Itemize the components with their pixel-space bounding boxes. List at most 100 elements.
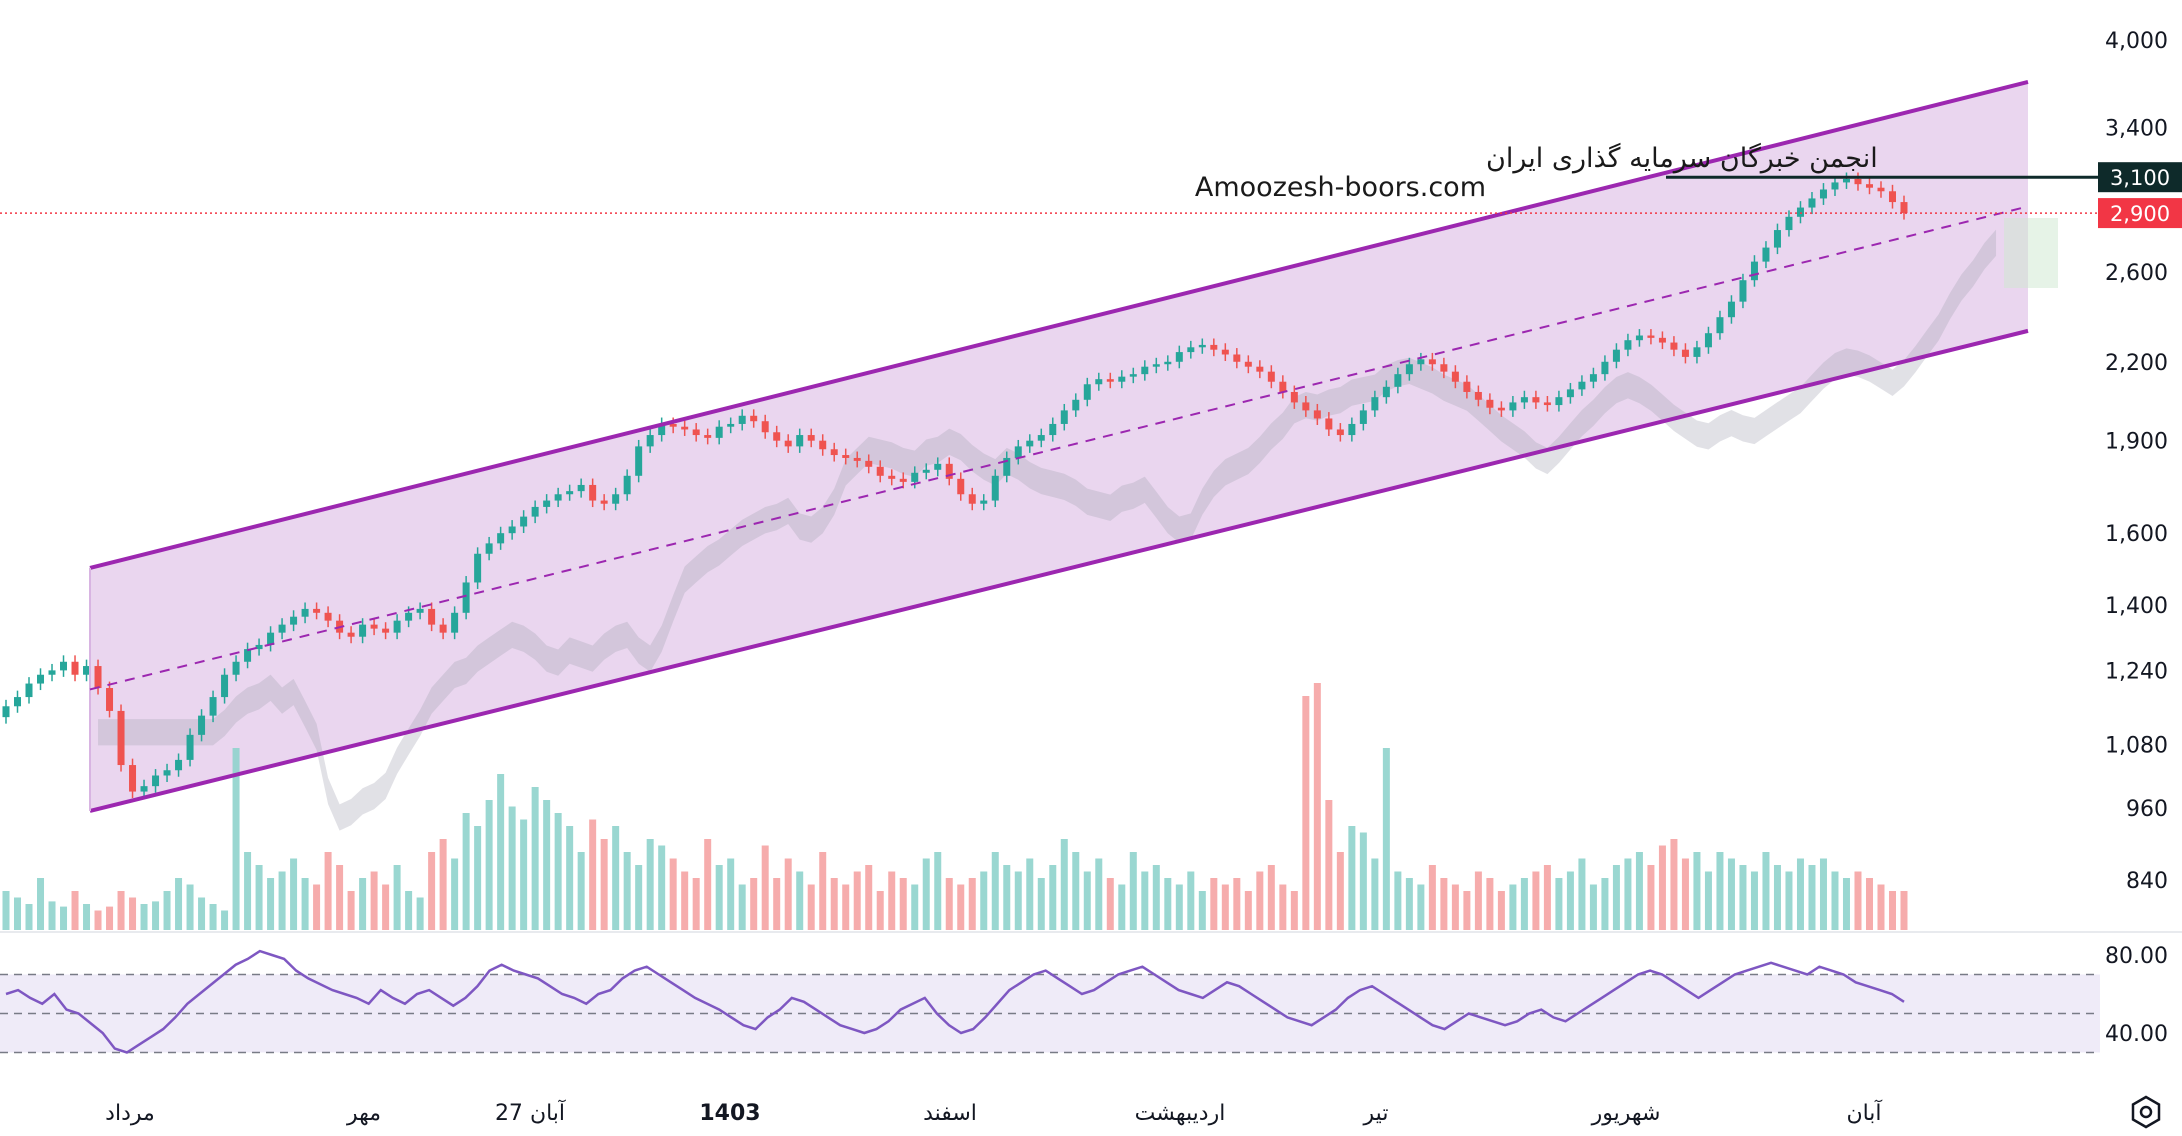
candle-body[interactable] xyxy=(1037,435,1045,441)
channel-lower-line[interactable] xyxy=(89,328,2029,813)
candle-body[interactable] xyxy=(1601,361,1609,375)
candle-body[interactable] xyxy=(865,460,873,467)
candle-body[interactable] xyxy=(1382,386,1390,398)
candle-body[interactable] xyxy=(750,415,758,422)
candle-body[interactable] xyxy=(761,421,769,433)
candle-body[interactable] xyxy=(1083,384,1091,400)
time-axis[interactable]: مرداد مهر 27 آبان 1403 اسفند اردیبهشت تیر شهریو… xyxy=(105,1099,1882,1126)
candle-body[interactable] xyxy=(485,543,493,554)
channel-upper-line[interactable] xyxy=(89,80,2029,570)
candle-body[interactable] xyxy=(1854,178,1862,185)
candle-body[interactable] xyxy=(37,674,45,684)
candle-body[interactable] xyxy=(1175,352,1183,362)
candle-body[interactable] xyxy=(1451,371,1459,382)
candle-body[interactable] xyxy=(807,435,815,441)
candle-body[interactable] xyxy=(1658,337,1666,343)
candle-body[interactable] xyxy=(635,446,643,476)
candle-body[interactable] xyxy=(382,628,390,633)
candle-body[interactable] xyxy=(497,533,505,544)
candle-body[interactable] xyxy=(830,449,838,456)
candle-body[interactable] xyxy=(60,661,68,671)
candle-body[interactable] xyxy=(612,494,620,504)
candle-body[interactable] xyxy=(1359,410,1367,424)
candle-body[interactable] xyxy=(14,697,22,707)
candle-body[interactable] xyxy=(1865,184,1873,188)
candle-body[interactable] xyxy=(577,484,585,492)
candle-body[interactable] xyxy=(370,624,378,629)
candle-body[interactable] xyxy=(1647,335,1655,338)
candle-body[interactable] xyxy=(1106,379,1114,382)
candle-body[interactable] xyxy=(129,765,137,792)
candle-body[interactable] xyxy=(508,526,516,534)
candle-body[interactable] xyxy=(1509,402,1517,411)
candle-body[interactable] xyxy=(1164,361,1172,365)
candle-body[interactable] xyxy=(945,463,953,479)
candle-body[interactable] xyxy=(117,710,125,766)
candle-body[interactable] xyxy=(48,670,56,675)
candle-body[interactable] xyxy=(1129,374,1137,377)
candle-body[interactable] xyxy=(1095,379,1103,385)
candle-body[interactable] xyxy=(1486,399,1494,408)
candle-body[interactable] xyxy=(232,661,240,675)
candle-body[interactable] xyxy=(1141,366,1149,375)
candle-body[interactable] xyxy=(290,616,298,625)
candle-body[interactable] xyxy=(25,683,33,698)
candle-body[interactable] xyxy=(198,715,206,735)
candle-body[interactable] xyxy=(1566,389,1574,398)
candle-body[interactable] xyxy=(1348,423,1356,436)
candle-body[interactable] xyxy=(1520,397,1528,403)
candle-body[interactable] xyxy=(405,612,413,621)
settings-icon[interactable] xyxy=(2131,1095,2161,1129)
candle-body[interactable] xyxy=(163,770,171,776)
candle-body[interactable] xyxy=(957,478,965,495)
candle-body[interactable] xyxy=(439,624,447,633)
candle-body[interactable] xyxy=(1555,397,1563,406)
candle-body[interactable] xyxy=(727,423,735,427)
candle-body[interactable] xyxy=(1589,374,1597,382)
candle-body[interactable] xyxy=(1624,340,1632,350)
candle-body[interactable] xyxy=(1394,374,1402,387)
candle-body[interactable] xyxy=(1003,457,1011,476)
candle-body[interactable] xyxy=(1716,317,1724,334)
candle-body[interactable] xyxy=(589,484,597,501)
candle-body[interactable] xyxy=(922,469,930,473)
candle-body[interactable] xyxy=(853,457,861,461)
candle-body[interactable] xyxy=(646,435,654,447)
candle-body[interactable] xyxy=(1543,402,1551,406)
candle-body[interactable] xyxy=(71,661,79,675)
candle-body[interactable] xyxy=(186,734,194,760)
candle-body[interactable] xyxy=(1336,429,1344,436)
candle-body[interactable] xyxy=(1532,397,1540,403)
candle-body[interactable] xyxy=(324,612,332,621)
candle-body[interactable] xyxy=(278,624,286,633)
candle-body[interactable] xyxy=(980,500,988,504)
candle-body[interactable] xyxy=(1187,347,1195,353)
candle-body[interactable] xyxy=(1233,354,1241,362)
candle-body[interactable] xyxy=(267,632,275,645)
candle-body[interactable] xyxy=(784,440,792,447)
candle-body[interactable] xyxy=(1049,423,1057,436)
candle-body[interactable] xyxy=(1842,178,1850,183)
candle-body[interactable] xyxy=(1060,410,1068,424)
candle-body[interactable] xyxy=(1819,189,1827,199)
candle-body[interactable] xyxy=(221,674,229,698)
candle-body[interactable] xyxy=(738,415,746,424)
candle-body[interactable] xyxy=(1302,402,1310,411)
candle-body[interactable] xyxy=(1785,216,1793,231)
candle-body[interactable] xyxy=(692,429,700,436)
candle-body[interactable] xyxy=(1796,207,1804,217)
candle-body[interactable] xyxy=(600,500,608,504)
candle-body[interactable] xyxy=(83,666,91,675)
rsi-line[interactable] xyxy=(5,949,1905,1054)
candle-body[interactable] xyxy=(669,423,677,427)
candle-body[interactable] xyxy=(1267,371,1275,382)
candle-body[interactable] xyxy=(715,426,723,438)
candle-body[interactable] xyxy=(1693,347,1701,357)
candle-body[interactable] xyxy=(140,786,148,792)
candle-body[interactable] xyxy=(681,426,689,430)
candle-body[interactable] xyxy=(1290,391,1298,403)
candle-body[interactable] xyxy=(1198,344,1206,348)
candle-body[interactable] xyxy=(1900,202,1908,214)
candle-body[interactable] xyxy=(773,432,781,441)
